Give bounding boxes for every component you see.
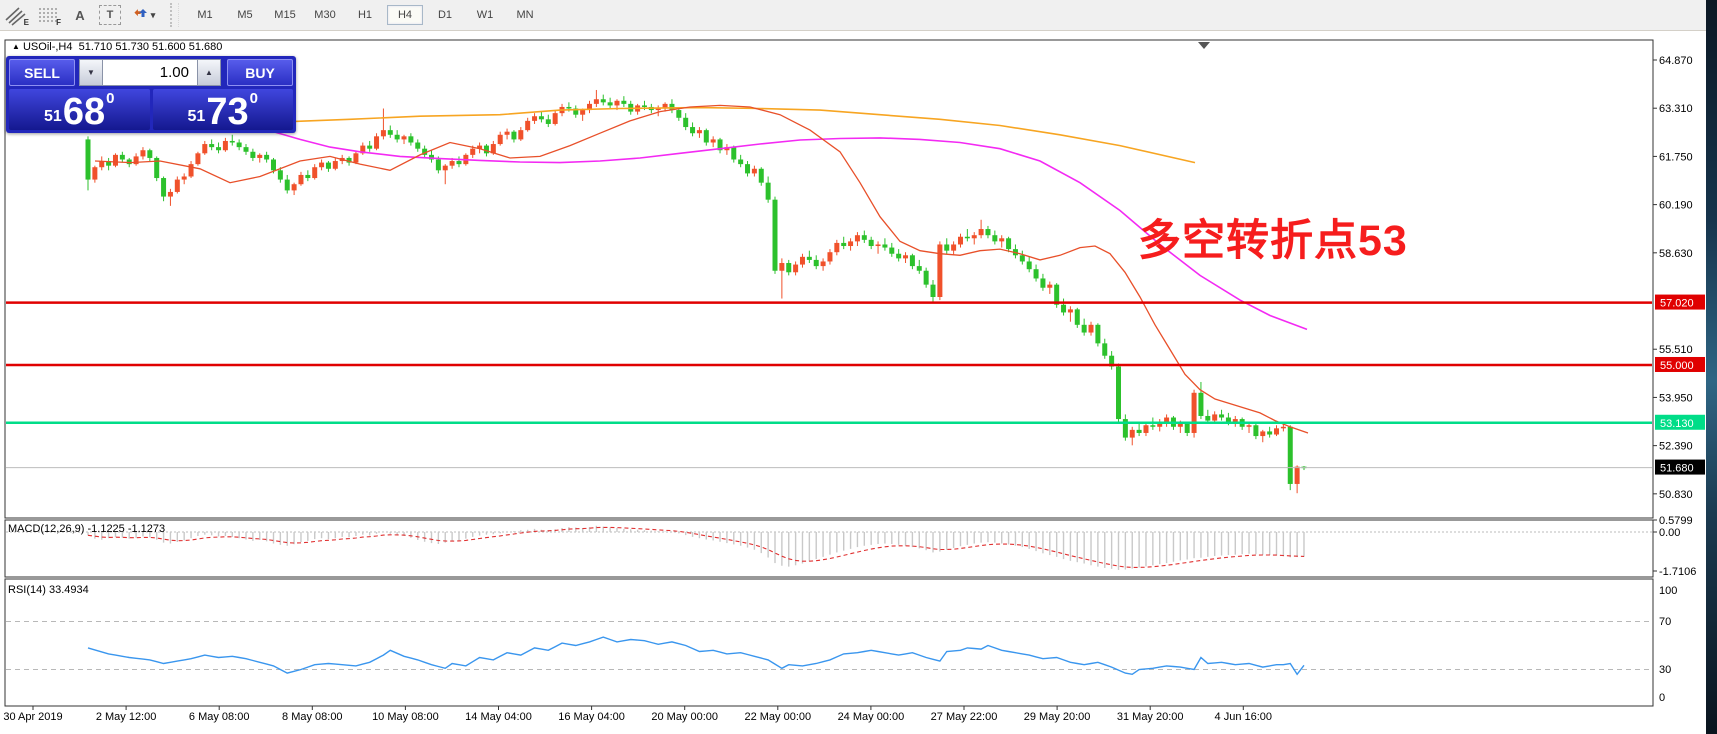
price-tick-label: 61.750	[1659, 151, 1693, 163]
macd-tick-label: 0.00	[1659, 527, 1680, 539]
volume-increase-button[interactable]: ▲	[197, 59, 221, 86]
text-icon[interactable]: A	[75, 7, 85, 23]
rsi-axis[interactable]: 100 70 30 0	[1659, 585, 1677, 704]
rsi-indicator-label: RSI(14) 33.4934	[8, 584, 89, 596]
rsi-tick-label: 0	[1659, 692, 1665, 704]
tab-timeframe-d1[interactable]: D1	[437, 9, 453, 21]
macd-panel	[6, 525, 1652, 570]
slow-ma	[267, 106, 1196, 164]
fibonacci-retracement-icon[interactable]: F	[35, 4, 61, 27]
buy-price-integer: 51	[187, 108, 206, 125]
tab-timeframe-m5[interactable]: M5	[237, 9, 253, 21]
time-tick-label: 24 May 00:00	[838, 711, 905, 723]
time-tick-label: 29 May 20:00	[1024, 711, 1091, 723]
buy-price-point: 0	[249, 90, 258, 107]
dropdown-caret-icon[interactable]: ▾	[150, 9, 156, 20]
price-tick-label: 53.950	[1659, 392, 1693, 404]
rsi-tick-label: 30	[1659, 664, 1671, 676]
toolbar-separator	[170, 3, 179, 27]
time-tick-label: 4 Jun 16:00	[1215, 711, 1273, 723]
sell-price-point: 0	[106, 90, 115, 107]
tab-timeframe-m1[interactable]: M1	[197, 9, 213, 21]
price-badge	[1655, 414, 1705, 430]
rsi-line	[87, 636, 1305, 676]
tab-timeframe-w1[interactable]: W1	[476, 9, 494, 21]
tab-timeframe-mn[interactable]: MN	[516, 9, 534, 21]
price-tick-label: 50.830	[1659, 489, 1693, 501]
horizontal-levels	[6, 301, 1652, 469]
price-tick-label: 55.510	[1659, 344, 1693, 356]
time-tick-label: 6 May 08:00	[189, 711, 250, 723]
price-tick-label: 52.390	[1659, 441, 1693, 453]
symbol-name: USOil-,H4	[22, 41, 73, 53]
time-tick-label: 14 May 04:00	[465, 711, 532, 723]
tab-timeframe-h1[interactable]: H1	[357, 9, 373, 21]
toolbar: E F A T ▾ M1 M5 M15 M30 H1 H4 D1 W1 MN	[0, 0, 1706, 31]
rsi-tick-label: 100	[1659, 585, 1677, 597]
macd-tick-label: 0.5799	[1659, 515, 1693, 527]
symbol-header: ▲ USOil-,H4 51.710 51.730 51.600 51.680	[12, 41, 222, 53]
price-tick-label: 64.870	[1659, 55, 1693, 67]
chart-annotation-text[interactable]: 多空转折点53	[1138, 217, 1408, 265]
price-badge	[1655, 294, 1705, 310]
tab-timeframe-m15[interactable]: M15	[274, 9, 296, 21]
sell-price-integer: 51	[44, 108, 62, 125]
tab-timeframe-m30[interactable]: M30	[314, 9, 336, 21]
macd-tick-label: -1.7106	[1659, 566, 1696, 578]
arrow-objects-icon[interactable]: ▾	[127, 4, 161, 26]
equidistant-channel-icon[interactable]: E	[3, 4, 29, 27]
price-badge-label: 55.000	[1660, 360, 1694, 372]
macd-values: -1.1225 -1.1273	[87, 523, 166, 535]
time-tick-label: 2 May 12:00	[96, 711, 157, 723]
timeframe-group: M1 M5 M15 M30 H1 H4 D1 W1 MN	[185, 5, 545, 25]
collapse-triangle-icon[interactable]: ▲	[12, 42, 20, 51]
price-badge	[1655, 356, 1705, 372]
time-tick-label: 22 May 00:00	[744, 711, 811, 723]
volume-input[interactable]: 1.00	[103, 59, 197, 86]
sell-price-pips: 68	[62, 90, 106, 133]
buy-price-display[interactable]: 51 73 0	[152, 89, 293, 133]
time-tick-label: 20 May 00:00	[651, 711, 718, 723]
rsi-tick-label: 70	[1659, 616, 1671, 628]
time-tick-label: 8 May 08:00	[282, 711, 343, 723]
volume-decrease-button[interactable]: ▼	[79, 59, 103, 86]
time-tick-label: 10 May 08:00	[372, 711, 439, 723]
macd-signal-line	[87, 526, 1305, 568]
time-axis[interactable]: 30 Apr 2019 2 May 12:00 6 May 08:00 8 May 0…	[3, 706, 1272, 723]
sell-price-display[interactable]: 51 68 0	[9, 89, 150, 133]
desktop-background-strip	[1706, 0, 1717, 734]
time-tick-label: 30 Apr 2019	[3, 711, 62, 723]
medium-ma	[267, 129, 1308, 331]
one-click-trading-panel: SELL ▼ 1.00 ▲ BUY 51 68 0 51 73 0	[6, 56, 296, 133]
fast-ma	[94, 104, 1309, 434]
buy-price-pips: 73	[206, 90, 249, 133]
price-badge-label: 51.680	[1660, 463, 1694, 475]
time-tick-label: 31 May 20:00	[1117, 711, 1184, 723]
time-tick-label: 27 May 22:00	[931, 711, 998, 723]
price-tick-label: 60.190	[1659, 200, 1693, 212]
panel-borders	[4, 39, 1654, 707]
text-label-icon[interactable]: T	[99, 5, 121, 25]
price-tick-label: 63.310	[1659, 103, 1693, 115]
ohlc-values: 51.710 51.730 51.600 51.680	[78, 41, 223, 53]
price-axis[interactable]: 64.870 63.310 61.750 60.190 58.630 55.510 53.9…	[1653, 55, 1705, 501]
candlesticks	[85, 89, 1307, 494]
buy-button[interactable]: BUY	[227, 59, 293, 86]
rsi-value: 33.4934	[48, 584, 89, 596]
chart-shift-marker[interactable]	[1198, 42, 1210, 49]
price-tick-label: 58.630	[1659, 248, 1693, 260]
price-badge-label: 53.130	[1660, 418, 1694, 430]
tab-timeframe-h4[interactable]: H4	[387, 5, 423, 25]
moving-averages	[94, 104, 1309, 434]
price-badge-label: 57.020	[1660, 298, 1694, 310]
sell-button[interactable]: SELL	[9, 59, 75, 86]
rsi-panel	[6, 621, 1652, 676]
time-tick-label: 16 May 04:00	[558, 711, 625, 723]
macd-indicator-label: MACD(12,26,9) -1.1225 -1.1273	[8, 523, 166, 535]
price-badge	[1655, 459, 1705, 475]
